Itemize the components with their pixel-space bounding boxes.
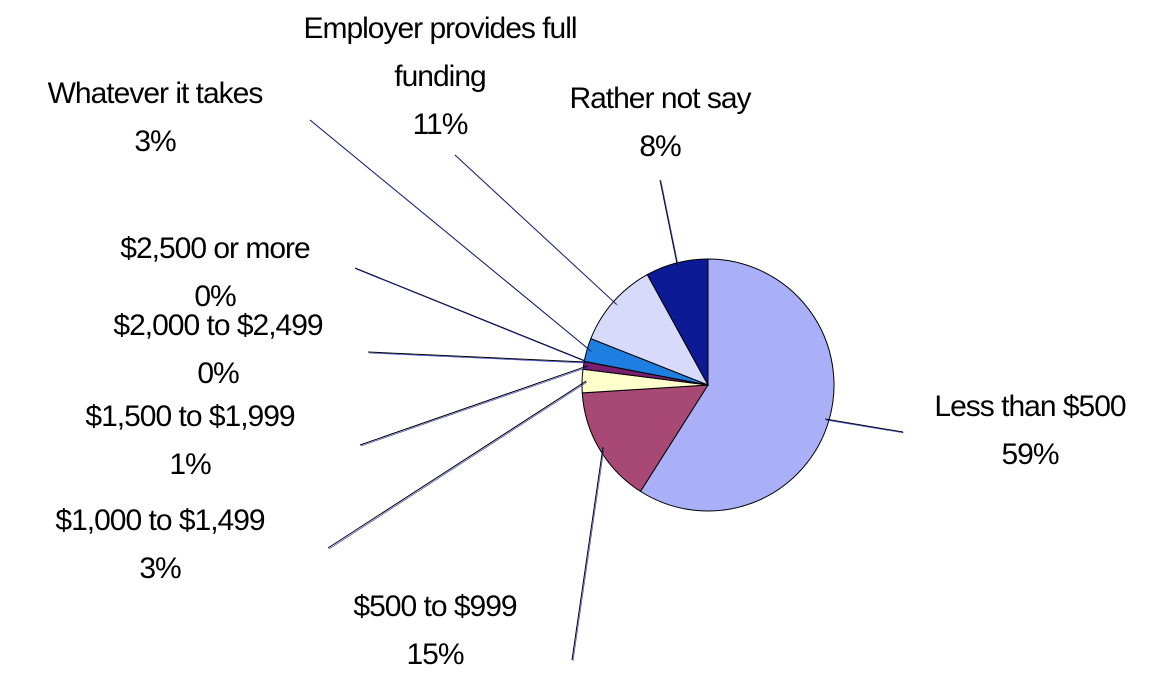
slice-label: $1,500 to $1,999 1%	[40, 393, 340, 489]
slice-label: Employer provides full funding 11%	[295, 5, 585, 149]
value-label: 59%	[1001, 438, 1059, 471]
leader-shadow	[826, 419, 905, 434]
category-label: $2,000 to $2,499	[113, 309, 323, 342]
category-label: $1,000 to $1,499	[55, 504, 265, 537]
value-label: 8%	[639, 130, 681, 163]
value-label: 15%	[406, 638, 464, 671]
value-label: 11%	[412, 108, 469, 141]
category-label: $500 to $999	[353, 590, 517, 623]
pie-slice	[581, 384, 709, 493]
value-label: 3%	[134, 125, 176, 158]
leader-line	[571, 447, 604, 661]
category-label: Rather not say	[569, 82, 751, 115]
leader-line	[327, 380, 587, 549]
leader-line	[659, 179, 679, 267]
leader-shadow	[310, 120, 593, 353]
slice-label: $2,500 or more 0%	[65, 225, 365, 321]
leader-shadow	[572, 448, 605, 662]
leader-shadow	[368, 352, 590, 364]
slice-label: Whatever it takes 3%	[5, 70, 305, 166]
slice-label: $1,000 to $1,499 3%	[20, 497, 300, 593]
value-label: 3%	[139, 552, 181, 585]
slice-label: $500 to $999 15%	[305, 583, 565, 679]
category-label: Less than $500	[934, 390, 1126, 423]
leader-shadow	[660, 180, 679, 268]
slice-label: Rather not say 8%	[530, 75, 790, 171]
value-label: 0%	[194, 280, 236, 313]
leader-line	[825, 418, 904, 433]
leader-shadow	[355, 268, 590, 364]
leader-line	[367, 351, 589, 363]
leader-shadow	[360, 366, 589, 447]
category-label: Whatever it takes	[47, 77, 264, 110]
value-label: 0%	[197, 357, 239, 390]
slice-label: Less than $500 59%	[903, 383, 1157, 479]
leader-shadow	[328, 381, 588, 550]
slice-label: $2,000 to $2,499 0%	[68, 302, 368, 398]
category-label: $2,500 or more	[120, 232, 310, 265]
leader-line	[354, 267, 589, 363]
value-label: 1%	[169, 448, 211, 481]
category-label: $1,500 to $1,999	[85, 400, 295, 433]
category-label: Employer provides full funding	[303, 12, 577, 93]
leader-shadow	[455, 155, 618, 306]
leader-line	[359, 365, 588, 446]
